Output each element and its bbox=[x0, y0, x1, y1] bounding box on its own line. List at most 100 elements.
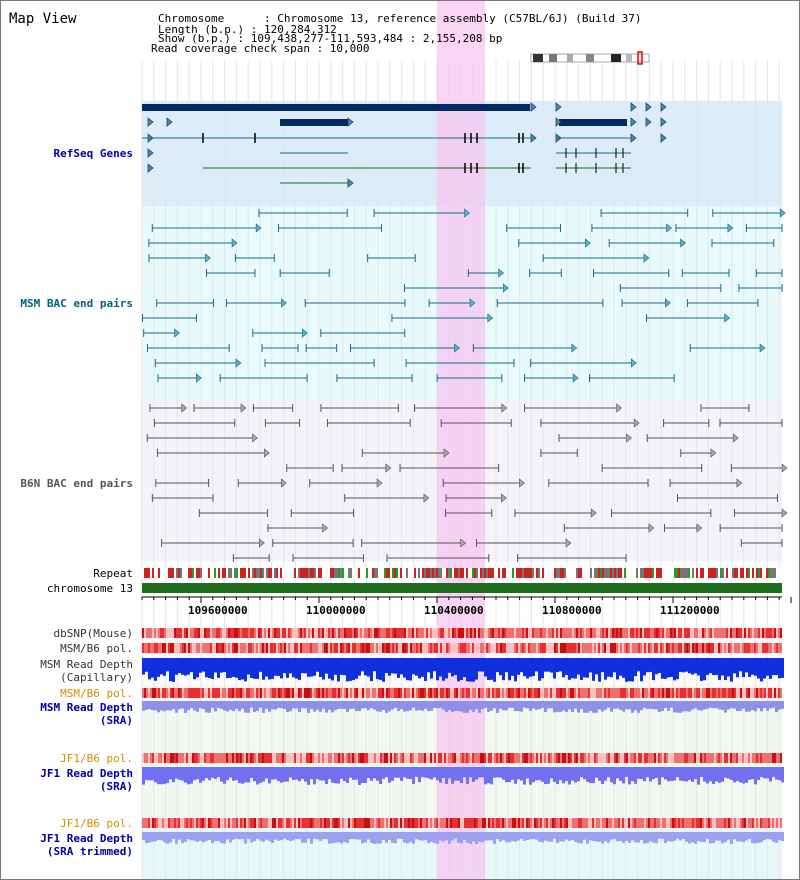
heat-cell bbox=[758, 753, 760, 763]
heat-cell bbox=[582, 643, 584, 653]
depth-bar bbox=[634, 832, 637, 843]
depth-bar bbox=[211, 832, 214, 844]
depth-bar bbox=[247, 701, 250, 713]
heat-cell bbox=[270, 818, 272, 828]
heat-cell bbox=[726, 643, 728, 653]
bac-arrow bbox=[724, 313, 731, 323]
heat-cell bbox=[626, 688, 628, 698]
depth-bar bbox=[436, 767, 439, 781]
depth-bar bbox=[748, 832, 751, 839]
heat-cell bbox=[176, 753, 178, 763]
repeat-element bbox=[680, 568, 682, 578]
heat-cell bbox=[160, 688, 162, 698]
heat-cell bbox=[580, 688, 582, 698]
heat-cell bbox=[372, 753, 374, 763]
depth-bar bbox=[601, 658, 604, 673]
heat-cell bbox=[354, 688, 356, 698]
heat-cell bbox=[742, 818, 744, 828]
heat-cell bbox=[506, 818, 508, 828]
heat-cell bbox=[542, 643, 544, 653]
depth-bar bbox=[190, 658, 193, 673]
heat-cell bbox=[646, 688, 648, 698]
heat-cell bbox=[520, 643, 522, 653]
heat-cell bbox=[176, 643, 178, 653]
heat-cell bbox=[674, 643, 676, 653]
heat-cell bbox=[726, 753, 728, 763]
heat-cell bbox=[502, 688, 504, 698]
heat-cell bbox=[202, 643, 204, 653]
repeat-element bbox=[368, 568, 370, 578]
depth-bar bbox=[709, 832, 712, 844]
heat-cell bbox=[218, 818, 220, 828]
repeat-element bbox=[574, 568, 576, 578]
heat-cell bbox=[764, 818, 766, 828]
heat-cell bbox=[454, 643, 456, 653]
heat-cell bbox=[194, 628, 196, 638]
heat-cell bbox=[332, 628, 334, 638]
depth-bar bbox=[358, 701, 361, 712]
refseq-label[interactable]: RefSeq Genes bbox=[53, 147, 133, 160]
depth-bar bbox=[550, 767, 553, 779]
msm-bac-label[interactable]: MSM BAC end pairs bbox=[20, 297, 133, 310]
heat-cell bbox=[332, 818, 334, 828]
heat-cell bbox=[364, 643, 366, 653]
heat-cell bbox=[344, 628, 346, 638]
heat-cell bbox=[524, 753, 526, 763]
depth-bar bbox=[190, 701, 193, 709]
depth-bar bbox=[253, 767, 256, 782]
depth-bar bbox=[610, 767, 613, 783]
repeat-element bbox=[270, 568, 272, 578]
repeat-element bbox=[292, 568, 294, 578]
heat-cell bbox=[680, 753, 682, 763]
depth-bar bbox=[643, 832, 646, 844]
heat-cell bbox=[492, 643, 494, 653]
heat-cell bbox=[212, 628, 214, 638]
b6n-bac-label[interactable]: B6N BAC end pairs bbox=[20, 477, 133, 490]
heat-cell bbox=[226, 688, 228, 698]
repeat-element bbox=[728, 568, 730, 578]
repeat-element bbox=[152, 568, 154, 578]
heat-cell bbox=[422, 688, 424, 698]
depth-bar bbox=[337, 701, 340, 709]
depth-bar bbox=[421, 658, 424, 677]
depth-bar bbox=[286, 658, 289, 678]
heat-cell bbox=[438, 688, 440, 698]
heat-cell bbox=[274, 628, 276, 638]
depth-bar bbox=[517, 658, 520, 675]
depth-bar bbox=[349, 832, 352, 840]
heat-cell bbox=[510, 688, 512, 698]
depth-bar bbox=[172, 658, 175, 682]
repeat-element bbox=[608, 568, 610, 578]
heat-cell bbox=[460, 628, 462, 638]
depth-bar bbox=[361, 832, 364, 844]
heat-cell bbox=[696, 628, 698, 638]
heat-cell bbox=[502, 818, 504, 828]
heat-cell bbox=[498, 818, 500, 828]
heat-cell bbox=[452, 643, 454, 653]
depth-bar bbox=[442, 832, 445, 842]
depth-bar bbox=[721, 658, 724, 676]
heat-cell bbox=[732, 753, 734, 763]
depth-bar bbox=[601, 767, 604, 784]
heat-cell bbox=[370, 688, 372, 698]
heat-cell bbox=[714, 643, 716, 653]
depth-bar bbox=[745, 658, 748, 673]
heat-cell bbox=[508, 818, 510, 828]
heat-cell bbox=[336, 688, 338, 698]
heat-cell bbox=[246, 818, 248, 828]
depth-bar bbox=[352, 658, 355, 681]
depth-bar bbox=[733, 658, 736, 674]
heat-cell bbox=[342, 643, 344, 653]
depth-bar bbox=[421, 767, 424, 778]
heat-cell bbox=[192, 688, 194, 698]
depth-bar bbox=[265, 701, 268, 709]
depth-bar bbox=[313, 701, 316, 712]
depth-bar bbox=[628, 658, 631, 682]
depth-bar bbox=[301, 701, 304, 709]
repeat-element bbox=[458, 568, 460, 578]
heat-cell bbox=[670, 753, 672, 763]
heat-cell bbox=[546, 643, 548, 653]
depth-bar bbox=[592, 701, 595, 713]
depth-bar bbox=[577, 832, 580, 843]
depth-bar bbox=[379, 701, 382, 712]
